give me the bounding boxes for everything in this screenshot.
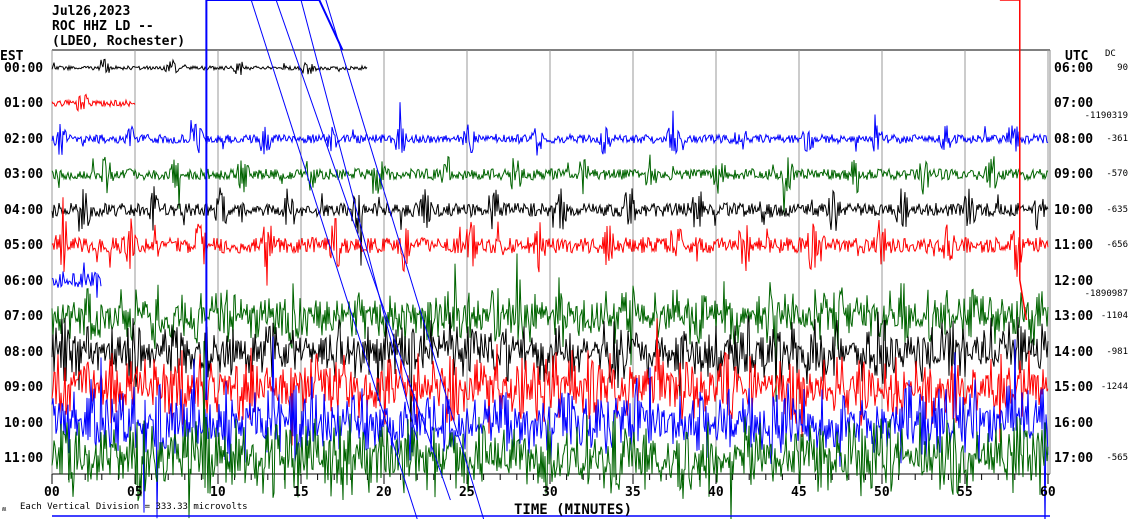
logo-icon: ʍ [2,505,7,513]
utc-hour-label: 12:00 [1054,273,1094,289]
trace-row-0100 [51,93,136,113]
dc-offset-label: -656 [1106,240,1128,251]
trace-row-0000 [51,58,368,76]
scale-note: Each Vertical Division = 333.33 microvol… [20,502,248,512]
utc-hour-label: 06:00 [1054,61,1094,76]
artifact-diagonal [325,0,485,519]
dc-offset-label: -565 [1106,452,1128,463]
title-network: (LDEO, Rochester) [52,34,186,49]
x-tick-label: 30 [542,485,558,500]
trace-row-0200 [51,102,1049,156]
artifact-diagonal [250,0,418,519]
utc-hour-label: 13:00 [1054,309,1094,325]
trace-row-0400 [51,186,1049,266]
est-hour-label: 08:00 [4,344,44,360]
utc-hour-label: 15:00 [1054,380,1094,396]
title-station: ROC HHZ LD -- [52,19,154,34]
artifact-box [205,0,344,400]
est-hour-label: 07:00 [4,309,44,325]
dc-offset-label: -570 [1106,169,1128,180]
title-date: Jul26,2023 [52,4,131,19]
dc-offset-label: -1244 [1100,382,1128,393]
utc-hour-label: 17:00 [1054,450,1094,466]
trace-row-0800 [51,311,1049,445]
est-hour-label: 05:00 [4,238,44,254]
utc-hour-label: 07:00 [1054,96,1094,112]
est-hour-label: 11:00 [4,450,44,466]
dc-offset-label: -1190319 [1084,111,1128,122]
trace-row-0600 [51,262,102,298]
dc-offset-label: -981 [1106,346,1128,357]
est-hour-label: 01:00 [4,96,44,112]
x-tick-label: 60 [1040,485,1056,500]
x-tick-label: 45 [791,485,807,500]
dc-offset-label: -635 [1106,204,1128,215]
dc-offset-label: -361 [1106,133,1128,144]
x-tick-label: 40 [708,485,724,500]
trace-row-0700 [51,253,1049,402]
artifact-diagonal [300,0,418,441]
dc-offset-label: -1104 [1100,311,1128,322]
x-tick-label: 20 [376,485,392,500]
x-tick-label: 35 [625,485,641,500]
x-tick-label: 55 [957,485,973,500]
utc-hour-label: 10:00 [1054,202,1094,218]
est-hour-label: 00:00 [4,61,44,76]
artifact-red-spike [999,0,1028,321]
dc-offset-label: -1890987 [1084,288,1128,299]
dc-offset-label: 90 [1117,63,1128,73]
est-hour-label: 09:00 [4,380,44,396]
x-axis-label: TIME (MINUTES) [514,502,633,518]
x-tick-label: 50 [874,485,890,500]
utc-hour-label: 16:00 [1054,415,1094,431]
utc-hour-label: 08:00 [1054,131,1094,147]
x-tick-label: 10 [210,485,226,500]
est-axis-title: EST [0,49,24,64]
est-hour-label: 04:00 [4,202,44,218]
trace-row-1100 [51,340,1049,519]
est-hour-label: 03:00 [4,167,44,183]
trace-row-0900 [51,318,1049,446]
x-tick-label: 05 [127,485,143,500]
utc-axis-title: UTC [1065,49,1089,64]
artifact-diagonal [275,0,451,501]
est-hour-label: 10:00 [4,415,44,431]
x-tick-label: 00 [44,485,60,500]
trace-row-0500 [51,197,1049,286]
est-hour-label: 02:00 [4,131,44,147]
utc-hour-label: 14:00 [1054,344,1094,360]
x-tick-label: 15 [293,485,309,500]
est-hour-label: 06:00 [4,273,44,289]
utc-hour-label: 09:00 [1054,167,1094,183]
dc-title: DC [1105,49,1116,59]
utc-hour-label: 11:00 [1054,238,1094,254]
trace-row-0300 [51,154,1049,215]
x-tick-label: 25 [459,485,475,500]
